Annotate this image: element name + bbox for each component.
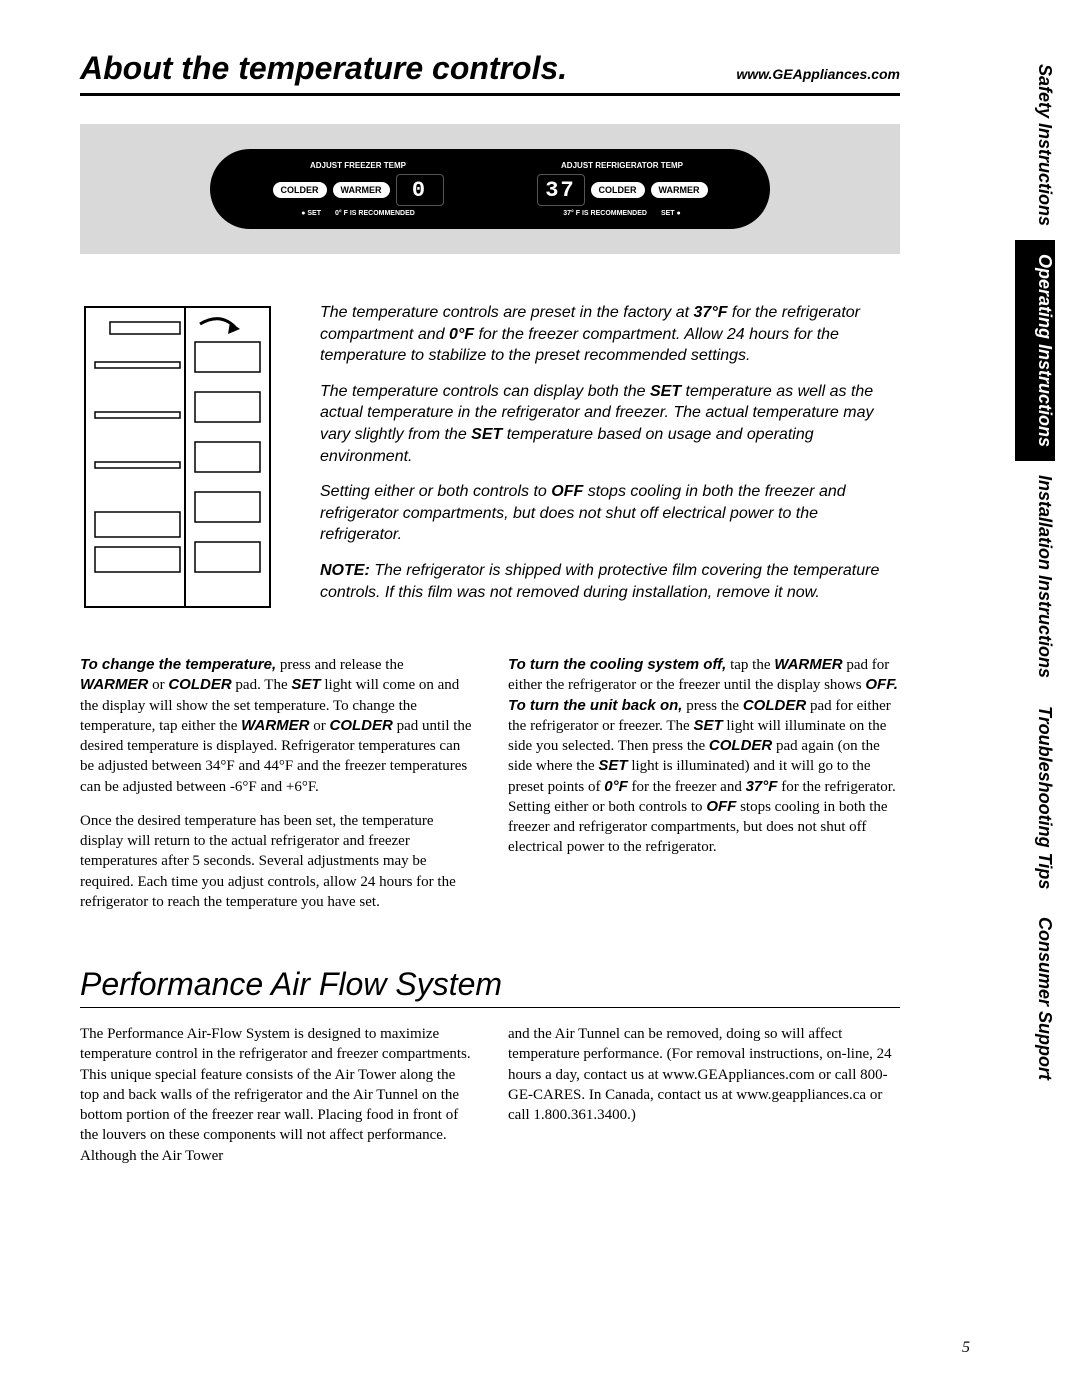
tab-troubleshooting[interactable]: Troubleshooting Tips — [1015, 692, 1055, 903]
sidebar-tabs: Safety Instructions Operating Instructio… — [1015, 50, 1055, 1310]
page-number: 5 — [962, 1339, 970, 1357]
page-title: About the temperature controls. — [80, 50, 567, 87]
freezer-header: ADJUST FREEZER TEMP — [310, 161, 406, 170]
intro-text: The temperature controls are preset in t… — [320, 302, 900, 617]
freezer-rec: 0° F IS RECOMMENDED — [335, 210, 415, 217]
tab-installation[interactable]: Installation Instructions — [1015, 461, 1055, 692]
freezer-display: 0 — [396, 174, 444, 206]
airflow-col-left: The Performance Air-Flow System is desig… — [80, 1024, 472, 1180]
fridge-section: ADJUST REFRIGERATOR TEMP 37 COLDER WARME… — [490, 161, 754, 217]
tab-consumer[interactable]: Consumer Support — [1015, 903, 1055, 1094]
header-url: www.GEAppliances.com — [736, 66, 900, 82]
fridge-header: ADJUST REFRIGERATOR TEMP — [561, 161, 683, 170]
column-left: To change the temperature, press and rel… — [80, 655, 472, 926]
fridge-display: 37 — [537, 174, 585, 206]
fridge-set-indicator: SET — [661, 210, 681, 217]
header: About the temperature controls. www.GEAp… — [80, 50, 900, 96]
freezer-colder-button[interactable]: COLDER — [273, 182, 327, 198]
section-title-airflow: Performance Air Flow System — [80, 966, 900, 1008]
airflow-col-right: and the Air Tunnel can be removed, doing… — [508, 1024, 900, 1180]
airflow-columns: The Performance Air-Flow System is desig… — [80, 1024, 900, 1180]
control-panel-area: ADJUST FREEZER TEMP COLDER WARMER 0 SET … — [80, 124, 900, 254]
fridge-colder-button[interactable]: COLDER — [591, 182, 645, 198]
freezer-set-indicator: SET — [301, 210, 321, 217]
tab-operating[interactable]: Operating Instructions — [1015, 240, 1055, 461]
fridge-rec: 37° F IS RECOMMENDED — [563, 210, 647, 217]
refrigerator-illustration — [80, 302, 290, 612]
freezer-section: ADJUST FREEZER TEMP COLDER WARMER 0 SET … — [226, 161, 490, 217]
instructions-columns: To change the temperature, press and rel… — [80, 655, 900, 926]
temperature-control-panel: ADJUST FREEZER TEMP COLDER WARMER 0 SET … — [210, 149, 770, 229]
fridge-warmer-button[interactable]: WARMER — [651, 182, 708, 198]
tab-safety[interactable]: Safety Instructions — [1015, 50, 1055, 240]
column-right: To turn the cooling system off, tap the … — [508, 655, 900, 926]
freezer-warmer-button[interactable]: WARMER — [333, 182, 390, 198]
